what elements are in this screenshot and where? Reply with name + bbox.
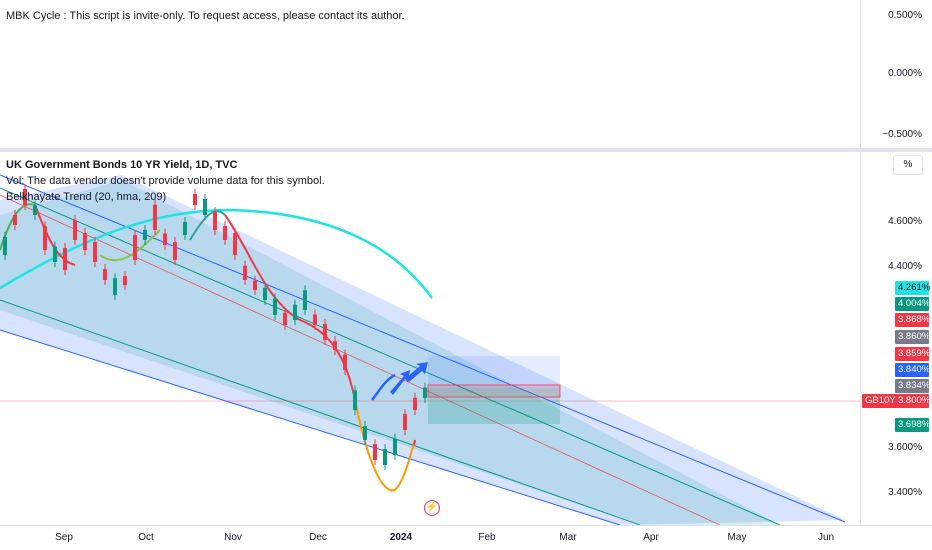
channel-mid-line <box>0 194 721 525</box>
candle-body <box>243 265 247 280</box>
time-label-mar: Mar <box>559 532 577 543</box>
price-axis-divider <box>860 0 861 525</box>
time-label-jun: Jun <box>817 532 835 543</box>
trend-curve-4 <box>189 210 226 241</box>
badge-last-price: 3.800% <box>895 394 930 408</box>
candle-body <box>3 236 7 255</box>
candle-body <box>163 233 167 245</box>
time-label-sep: Sep <box>55 532 73 543</box>
arrow-up-1 <box>390 370 410 395</box>
candle-body <box>183 221 187 235</box>
candle-body <box>273 298 277 315</box>
axis-label-top-2: 0.000% <box>888 68 922 79</box>
candle-body <box>323 323 327 340</box>
candle-body <box>63 247 67 270</box>
candle-body <box>113 278 117 295</box>
candle-body <box>293 304 297 320</box>
candle-body <box>33 205 37 215</box>
candle-body <box>403 414 407 430</box>
axis-label-4400: 4.400% <box>888 261 922 272</box>
candle-body <box>263 287 267 300</box>
candle-body <box>153 204 157 230</box>
projection-box-bottom <box>428 388 560 424</box>
candle-body <box>423 387 427 398</box>
candle-body <box>203 198 207 215</box>
time-label-oct: Oct <box>138 532 154 543</box>
projection-red-band <box>427 384 561 398</box>
candle-body <box>103 269 107 280</box>
channel-upper-inner-line <box>0 187 781 525</box>
time-axis[interactable]: Sep Oct Nov Dec 2024 Feb Mar Apr May Jun <box>0 525 932 550</box>
channel-lower-inner-line <box>0 299 641 525</box>
arrow-up-2 <box>406 362 428 382</box>
candle-body <box>283 312 287 325</box>
symbol-badge: GB10Y <box>862 394 899 408</box>
candle-body <box>73 220 77 240</box>
badge-trend-red: 3.868% <box>895 313 930 327</box>
axis-label-top-3: −0.500% <box>882 129 922 140</box>
badge-gray-2: 3.834% <box>895 379 930 393</box>
candle-body <box>313 314 317 325</box>
candle-body <box>13 214 17 225</box>
candle-body <box>93 241 97 262</box>
axis-label-3600: 3.600% <box>888 442 922 453</box>
axis-label-top-1: 0.500% <box>888 10 922 21</box>
percent-scale-button[interactable]: % <box>893 155 923 175</box>
badge-lower-band: 3.698% <box>895 418 930 432</box>
channel-upper-line <box>0 174 846 523</box>
trend-curve-blue <box>371 373 396 401</box>
candle-body <box>83 233 87 250</box>
candle-body <box>143 229 147 240</box>
channel-lower-line <box>0 329 621 525</box>
channel-outer-fill <box>0 175 845 525</box>
candle-body <box>43 226 47 250</box>
candle-body <box>173 242 177 260</box>
projection-box-top <box>428 356 560 388</box>
channel-inner-fill <box>0 180 780 525</box>
mbk-cycle-legend[interactable]: MBK Cycle : This script is invite-only. … <box>6 10 405 22</box>
candle-body <box>393 438 397 455</box>
trend-curve-2 <box>34 204 76 266</box>
candle-body <box>23 189 27 205</box>
trend-curve-1 <box>0 203 36 251</box>
indicator-pane[interactable]: MBK Cycle : This script is invite-only. … <box>0 0 932 148</box>
lightning-icon[interactable]: ⚡ <box>424 500 440 516</box>
candle-body <box>213 212 217 230</box>
candle-body <box>123 276 127 285</box>
badge-blue: 3.840% <box>895 363 930 377</box>
trend-curve-5 <box>224 214 356 401</box>
badge-gray-1: 3.860% <box>895 330 930 344</box>
axis-label-3400: 3.400% <box>888 487 922 498</box>
candle-body <box>193 193 197 205</box>
badge-red-2: 3.859% <box>895 347 930 361</box>
badge-cycle: 4.261% <box>895 281 930 295</box>
time-label-nov: Nov <box>224 532 242 543</box>
badge-upper-band: 4.004% <box>895 297 930 311</box>
candle-body <box>133 235 137 260</box>
time-label-apr: Apr <box>643 532 659 543</box>
time-label-feb: Feb <box>478 532 496 543</box>
candle-body <box>373 444 377 460</box>
candle-body <box>333 341 337 350</box>
candle-body <box>383 449 387 465</box>
trend-curve-end <box>413 439 416 446</box>
price-chart[interactable] <box>0 0 932 525</box>
cycle-arc <box>0 208 434 299</box>
candle-body <box>343 354 347 370</box>
axis-label-4600: 4.600% <box>888 216 922 227</box>
pane-separator[interactable] <box>0 148 932 152</box>
candle-body <box>363 426 367 440</box>
candle-body <box>223 226 227 240</box>
time-label-2024: 2024 <box>389 532 413 543</box>
time-label-dec: Dec <box>309 532 327 543</box>
candle-body <box>253 280 257 290</box>
candle-body <box>53 246 57 262</box>
candle-body <box>303 290 307 310</box>
time-label-may: May <box>727 532 747 543</box>
candle-body <box>413 397 417 410</box>
trend-curve-3 <box>99 229 161 262</box>
candle-body <box>233 233 237 255</box>
candle-body <box>353 390 357 410</box>
